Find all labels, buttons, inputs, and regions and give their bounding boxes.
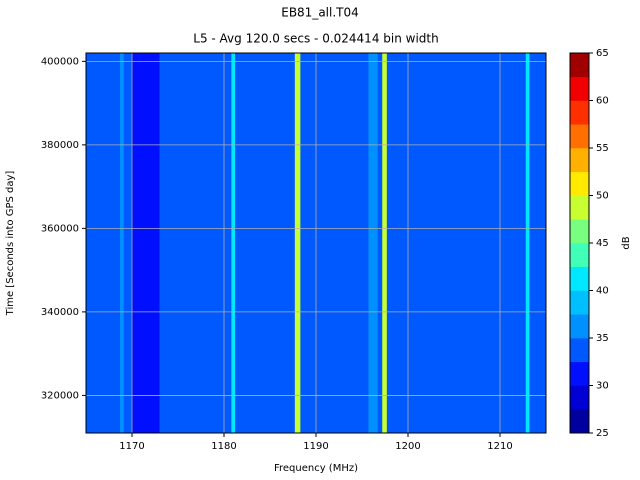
colorbar-swatch <box>570 338 589 363</box>
colorbar-tick-label: 65 <box>596 48 609 59</box>
colorbar-swatch <box>570 314 589 339</box>
colorbar-swatch <box>570 385 589 410</box>
chart-subtitle: L5 - Avg 120.0 secs - 0.024414 bin width <box>193 32 438 46</box>
heatmap-cell <box>529 53 547 433</box>
colorbar-tick-label: 40 <box>596 286 609 297</box>
colorbar-swatch <box>570 100 589 125</box>
x-tick-label: 1200 <box>395 441 420 452</box>
heatmap-cell <box>86 53 121 433</box>
colorbar-swatch <box>570 124 589 149</box>
colorbar-tick-label: 30 <box>596 381 609 392</box>
heatmap-cell <box>525 53 530 433</box>
y-tick-label: 380000 <box>41 140 79 151</box>
colorbar-tick-label: 50 <box>596 191 609 202</box>
colorbar-swatch <box>570 148 589 173</box>
x-tick-label: 1180 <box>211 441 236 452</box>
y-tick-label: 340000 <box>41 307 79 318</box>
colorbar-tick-label: 45 <box>596 238 609 249</box>
heatmap-cell <box>123 53 133 433</box>
colorbar-tick-label: 60 <box>596 96 609 107</box>
plot-frame <box>85 52 547 434</box>
colorbar-swatch <box>570 361 589 386</box>
colorbar-tick-label: 25 <box>596 428 609 439</box>
colorbar-swatch <box>570 409 589 434</box>
colorbar-swatch <box>570 219 589 244</box>
heatmap-cell <box>132 53 160 433</box>
heatmap-cell <box>120 53 125 433</box>
colorbar-tick-label: 55 <box>596 143 609 154</box>
heatmap-cell <box>377 53 383 433</box>
y-tick-label: 360000 <box>41 223 79 234</box>
heatmap-cell <box>300 53 369 433</box>
colorbar-swatch <box>570 53 589 78</box>
chart-title: EB81_all.T04 <box>281 6 359 20</box>
y-tick-label: 320000 <box>41 390 79 401</box>
colorbar-swatch <box>570 195 589 220</box>
colorbar-label: dB <box>621 236 632 249</box>
heatmap-cell <box>235 53 296 433</box>
y-axis-label: Time [Seconds into GPS day] <box>5 171 16 317</box>
heatmap-cell <box>231 53 236 433</box>
colorbar-swatch <box>570 171 589 196</box>
colorbar-swatch <box>570 290 589 315</box>
colorbar-swatch <box>570 76 589 101</box>
x-tick-label: 1210 <box>487 441 512 452</box>
heatmap-cell <box>382 53 388 433</box>
colorbar-tick-label: 35 <box>596 333 609 344</box>
heatmap-cell <box>368 53 378 433</box>
x-tick-label: 1190 <box>303 441 328 452</box>
heatmap-cell <box>159 53 232 433</box>
heatmap-cell <box>294 53 301 433</box>
colorbar-swatch <box>570 266 589 291</box>
heatmap-cell <box>386 53 527 433</box>
y-tick-label: 400000 <box>41 56 79 67</box>
colorbar-swatch <box>570 243 589 268</box>
x-axis-label: Frequency (MHz) <box>274 463 358 474</box>
x-tick-label: 1170 <box>119 441 144 452</box>
